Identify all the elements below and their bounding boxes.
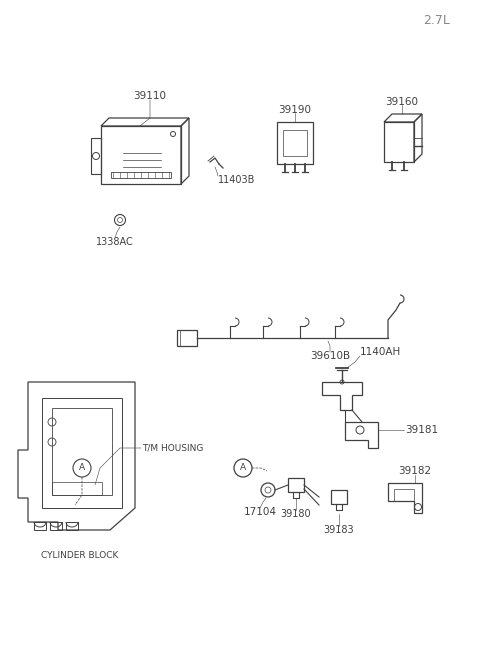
Text: 39110: 39110 (133, 91, 167, 101)
Text: 39610B: 39610B (310, 351, 350, 361)
Text: CYLINDER BLOCK: CYLINDER BLOCK (41, 550, 119, 559)
Text: 17104: 17104 (243, 507, 276, 517)
Text: 1140AH: 1140AH (360, 347, 401, 357)
Text: 1338AC: 1338AC (96, 237, 134, 247)
Text: 2.7L: 2.7L (423, 14, 450, 26)
Text: 11403B: 11403B (218, 175, 255, 185)
Text: T/M HOUSING: T/M HOUSING (142, 443, 204, 453)
Text: 39183: 39183 (324, 525, 354, 535)
Text: 39180: 39180 (281, 509, 312, 519)
Text: 39181: 39181 (405, 425, 438, 435)
Text: A: A (79, 464, 85, 472)
Text: 39182: 39182 (398, 466, 432, 476)
Text: 39190: 39190 (278, 105, 312, 115)
Text: A: A (240, 464, 246, 472)
Text: 39160: 39160 (385, 97, 419, 107)
